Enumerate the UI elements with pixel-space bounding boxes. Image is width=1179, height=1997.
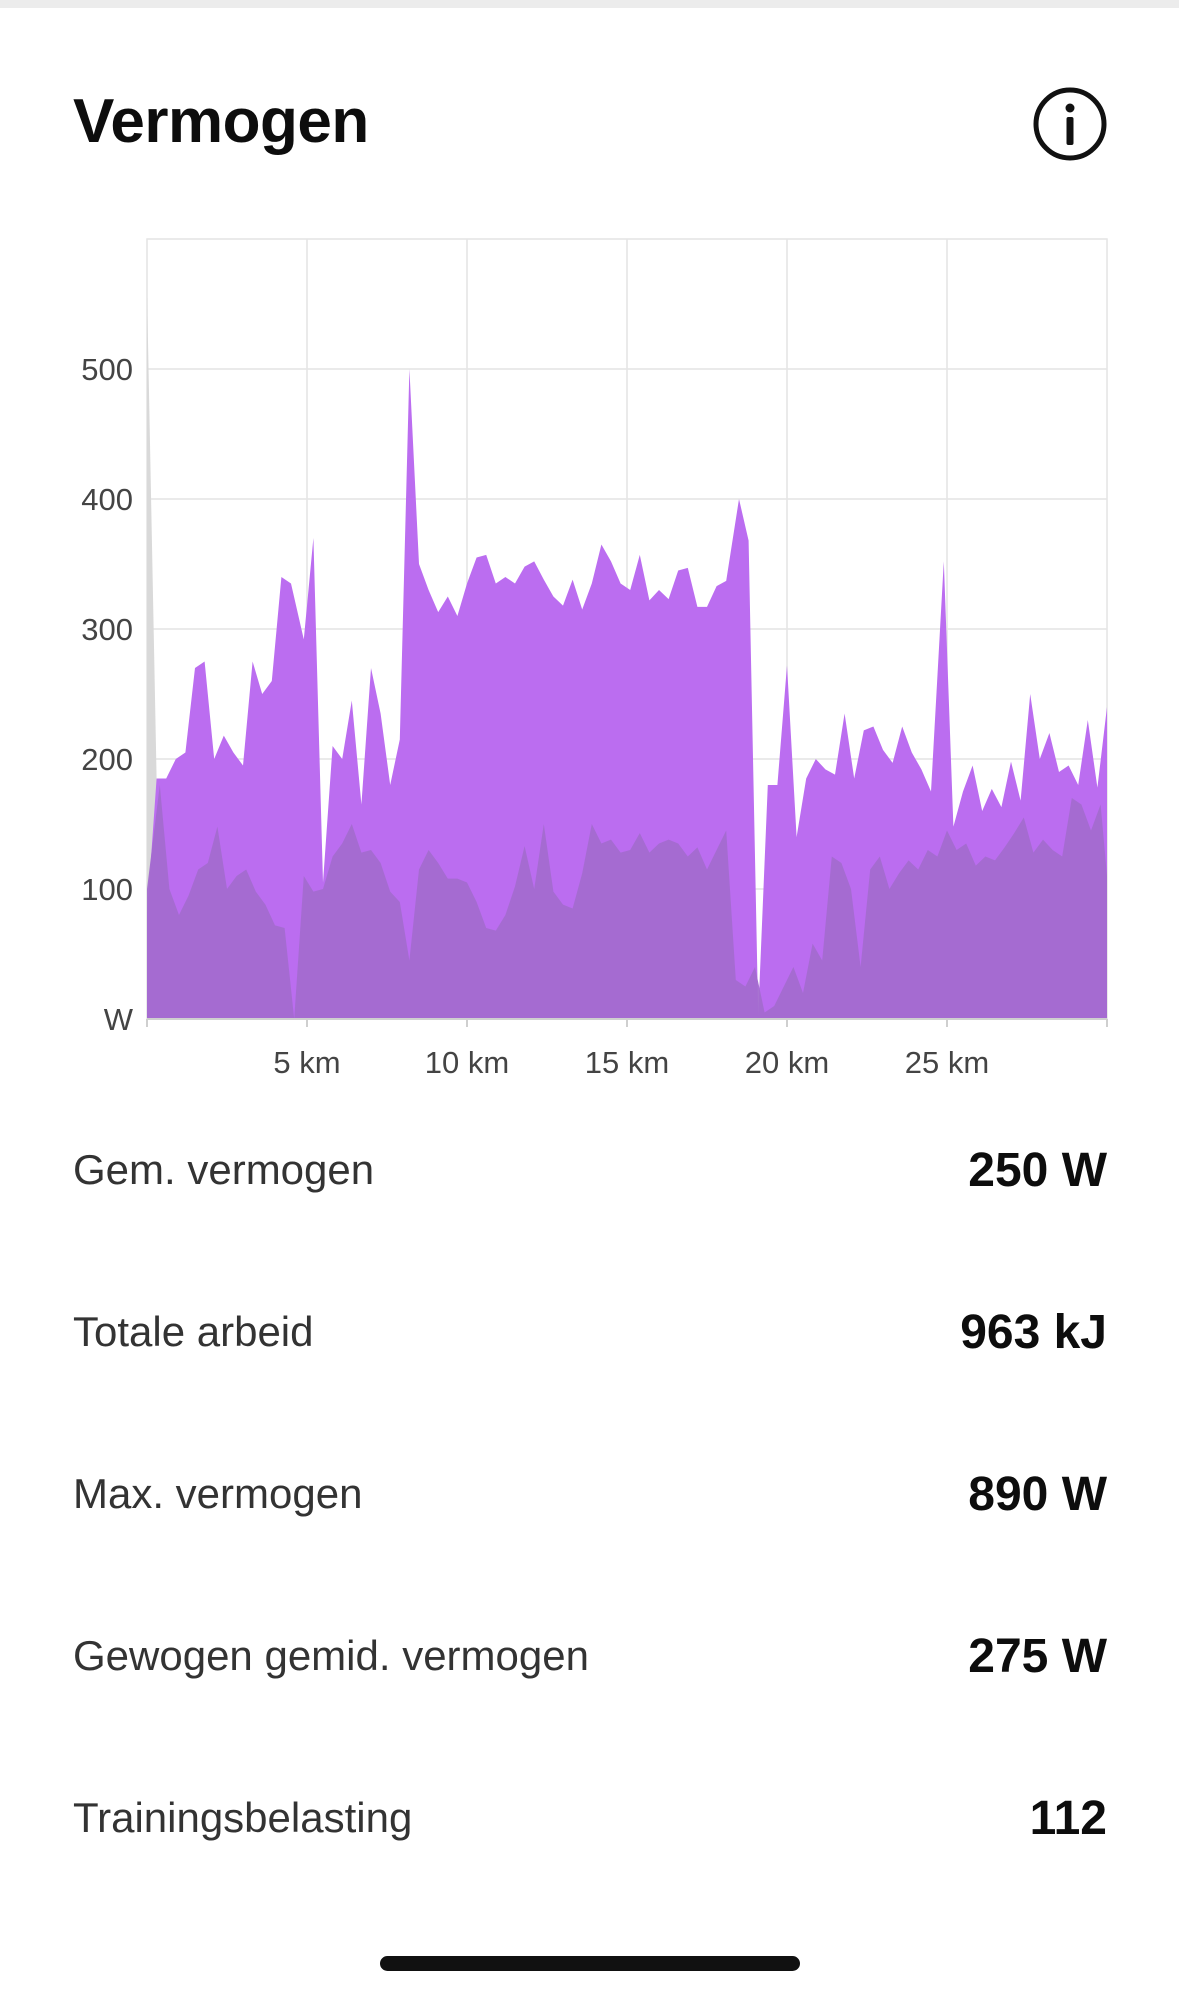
stat-value: 963 kJ	[960, 1305, 1107, 1359]
info-button[interactable]	[1032, 86, 1108, 162]
x-tick-label: 25 km	[905, 1045, 989, 1080]
info-circle-icon	[1033, 87, 1107, 161]
y-tick-label: W	[104, 1002, 134, 1037]
stat-value: 112	[1029, 1791, 1107, 1845]
x-tick-label: 10 km	[425, 1045, 509, 1080]
stat-label: Gewogen gemid. vermogen	[73, 1632, 589, 1679]
stat-row-max-power: Max. vermogen 890 W	[73, 1449, 1107, 1539]
y-tick-label: 500	[81, 352, 133, 387]
stat-value: 890 W	[968, 1467, 1107, 1521]
stat-row-total-work: Totale arbeid 963 kJ	[73, 1287, 1107, 1377]
y-tick-label: 300	[81, 612, 133, 647]
power-area-series	[147, 369, 1107, 1019]
stat-value: 275 W	[968, 1629, 1107, 1683]
power-chart-svg: W 100 200 300 400 500 5 km 10 km 15 km 20 km 25 km	[81, 238, 1108, 1080]
home-indicator	[380, 1956, 800, 1971]
stat-row-avg-power: Gem. vermogen 250 W	[73, 1125, 1107, 1215]
y-tick-label: 200	[81, 742, 133, 777]
power-chart: W 100 200 300 400 500 5 km 10 km 15 km 20 km 25 km	[0, 220, 1179, 1090]
secondary-area-series	[147, 785, 1107, 1019]
stat-label: Gem. vermogen	[73, 1146, 375, 1193]
stat-row-weighted-avg-power: Gewogen gemid. vermogen 275 W	[73, 1611, 1107, 1701]
stat-row-training-load: Trainingsbelasting 112	[73, 1773, 1107, 1863]
x-tick-label: 5 km	[273, 1045, 340, 1080]
page-title: Vermogen	[73, 87, 369, 156]
y-tick-label: 100	[81, 872, 133, 907]
stat-label: Trainingsbelasting	[73, 1794, 413, 1841]
stat-label: Max. vermogen	[73, 1470, 363, 1517]
y-tick-label: 400	[81, 482, 133, 517]
x-tick-label: 20 km	[745, 1045, 829, 1080]
stat-label: Totale arbeid	[73, 1308, 314, 1355]
stat-value: 250 W	[968, 1143, 1107, 1197]
top-strip	[0, 0, 1179, 8]
x-tick-label: 15 km	[585, 1045, 669, 1080]
